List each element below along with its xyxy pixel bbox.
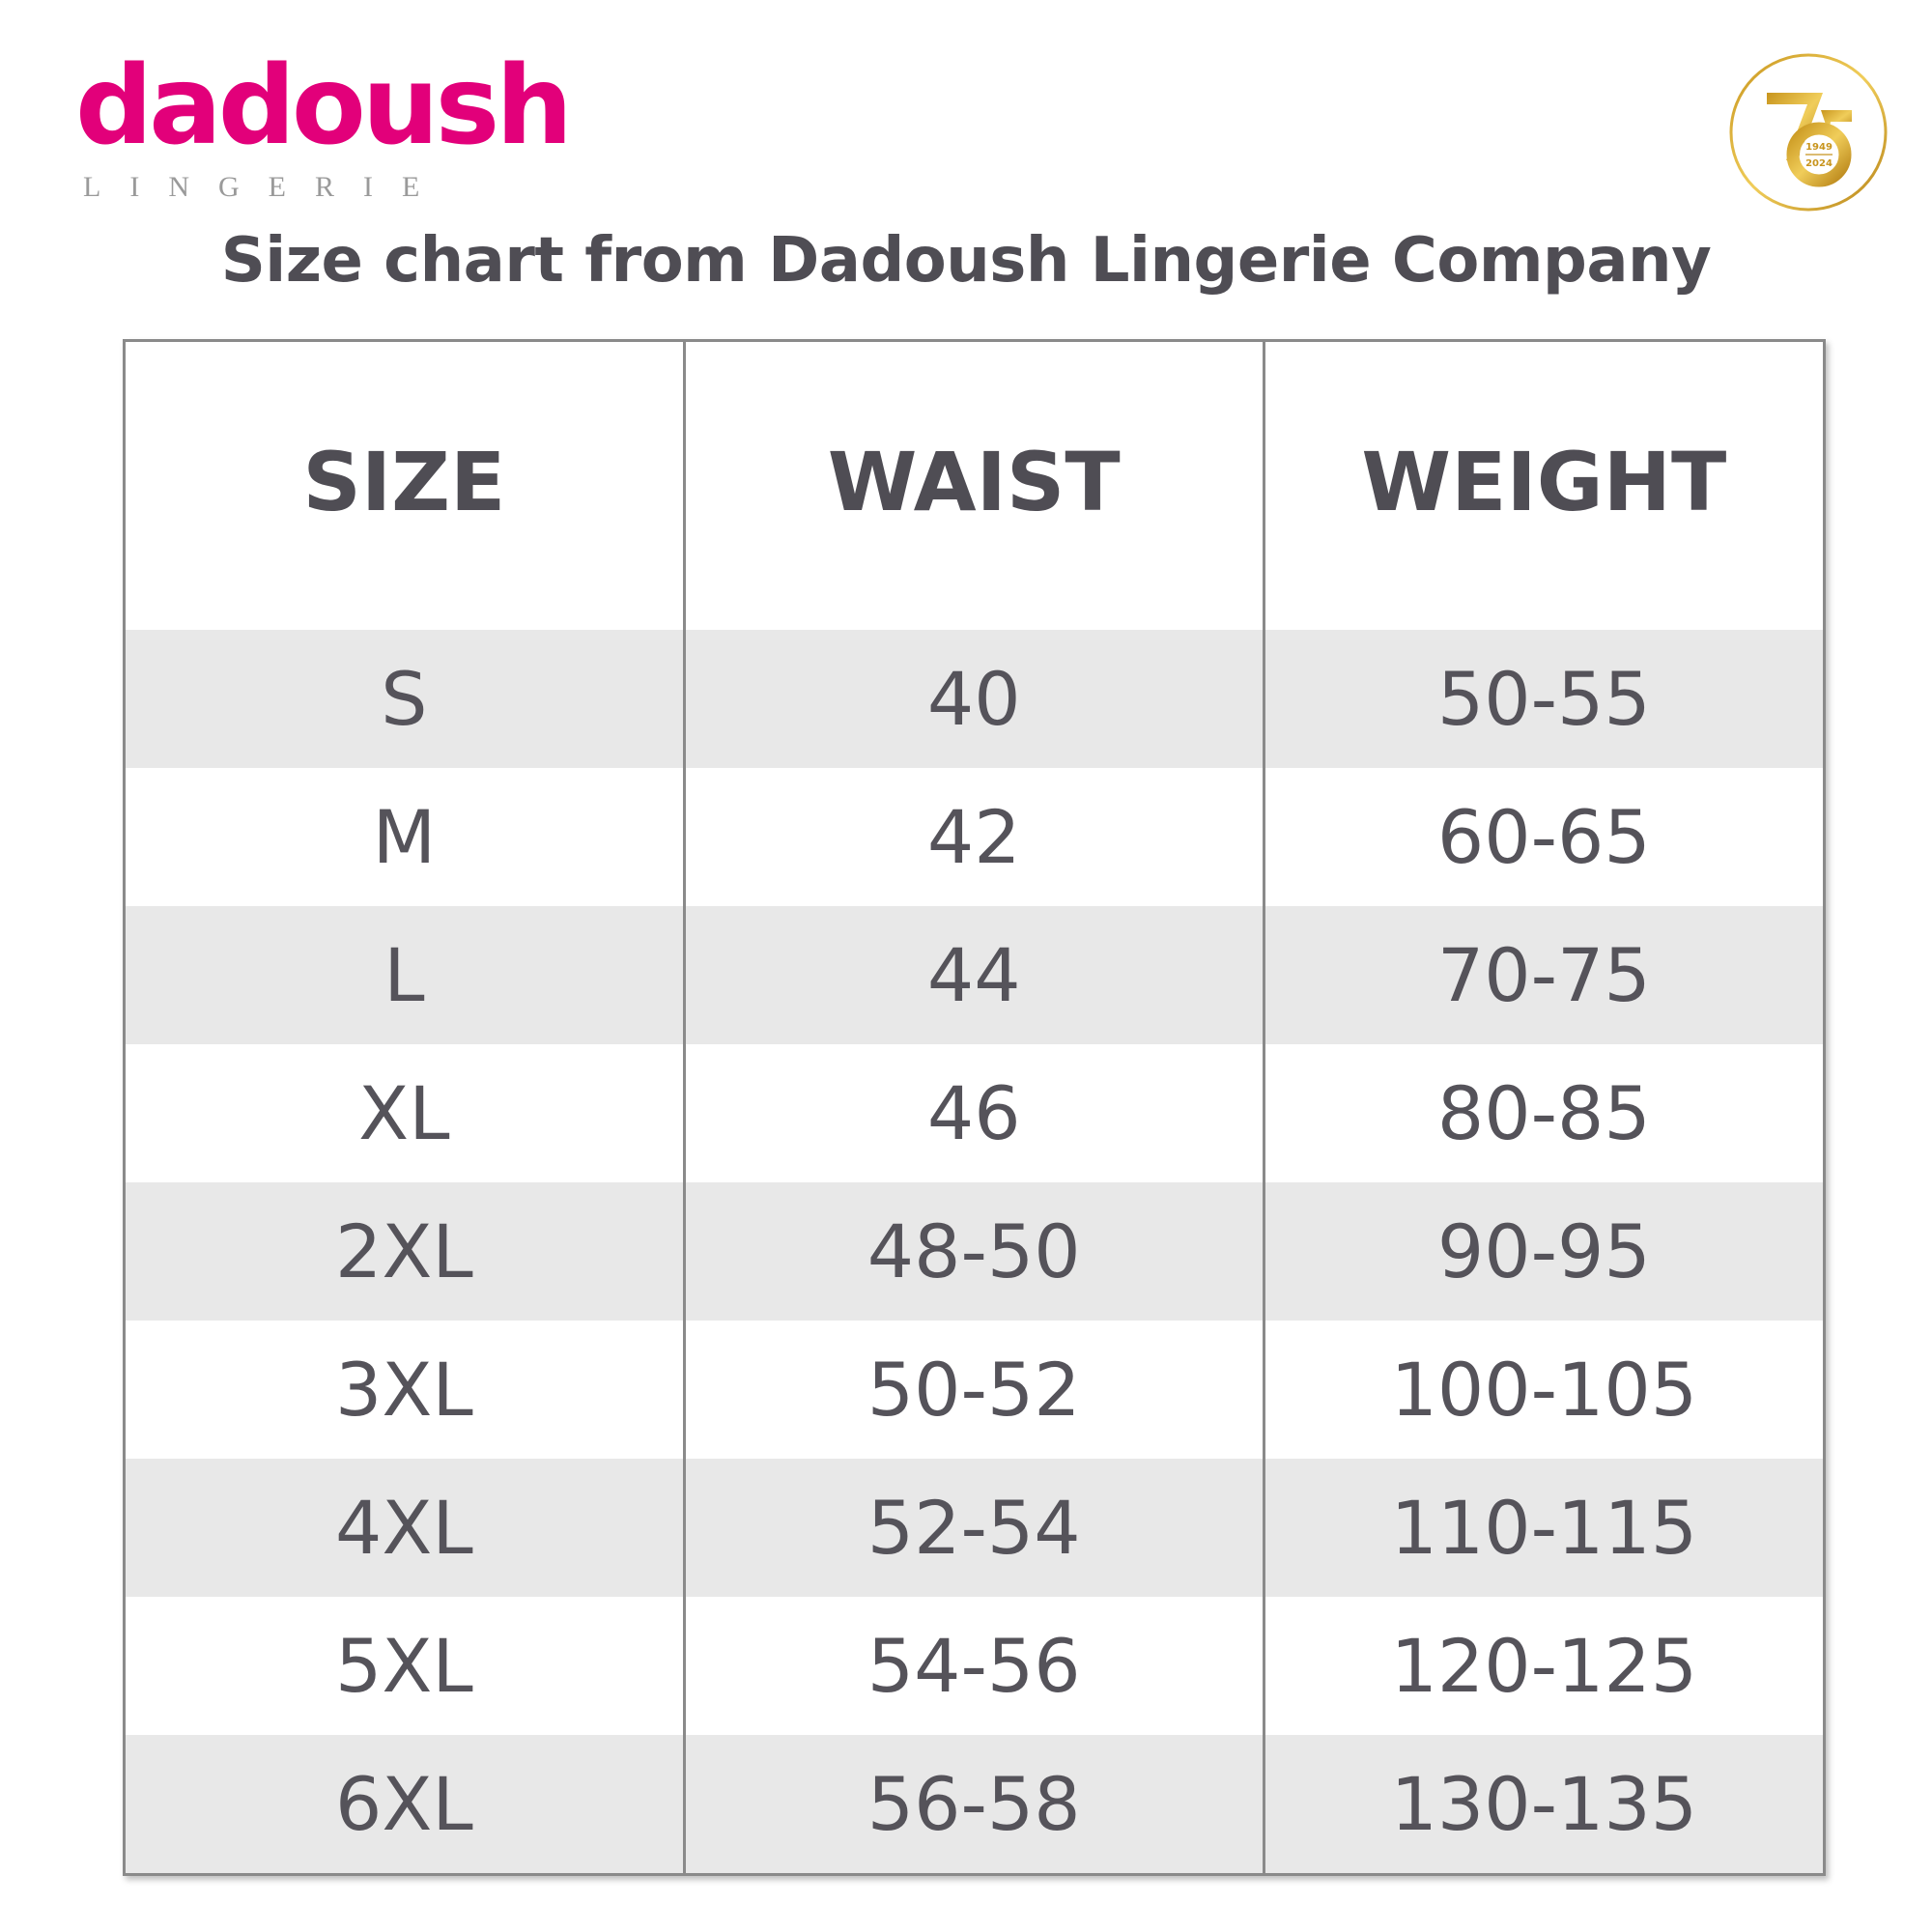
table-row: L 44 70-75 — [123, 906, 1825, 1044]
cell-waist: 54-56 — [682, 1597, 1264, 1735]
cell-weight: 50-55 — [1262, 630, 1825, 768]
page-title: Size chart from Dadoush Lingerie Company — [220, 225, 1712, 297]
table-row: S 40 50-55 — [123, 630, 1825, 768]
badge-year-end: 2024 — [1805, 158, 1833, 169]
cell-weight: 80-85 — [1262, 1044, 1825, 1182]
cell-size: XL — [123, 1044, 685, 1182]
cell-size: 4XL — [123, 1459, 685, 1597]
cell-weight: 60-65 — [1262, 768, 1825, 906]
cell-waist: 46 — [682, 1044, 1264, 1182]
cell-waist: 56-58 — [682, 1735, 1264, 1875]
table-row: M 42 60-65 — [123, 768, 1825, 906]
cell-waist: 40 — [682, 630, 1264, 768]
badge-year-start: 1949 — [1805, 142, 1833, 153]
cell-waist: 42 — [682, 768, 1264, 906]
size-table: SIZE WAIST WEIGHT S 40 50-55 M 42 60-65 L 44 70-… — [123, 339, 1826, 1876]
table-row: 3XL 50-52 100-105 — [123, 1321, 1825, 1459]
cell-weight: 130-135 — [1262, 1735, 1825, 1875]
table-row: 6XL 56-58 130-135 — [123, 1735, 1825, 1875]
cell-weight: 100-105 — [1262, 1321, 1825, 1459]
cell-size: M — [123, 768, 685, 906]
dadoush-logo: dadoush LINGERIE — [75, 43, 573, 205]
logo-subtitle: LINGERIE — [83, 170, 449, 203]
logo-brand: dadoush — [75, 43, 573, 169]
table-row: 5XL 54-56 120-125 — [123, 1597, 1825, 1735]
cell-weight: 70-75 — [1262, 906, 1825, 1044]
table-row: 2XL 48-50 90-95 — [123, 1182, 1825, 1321]
header-waist: WAIST — [682, 340, 1264, 630]
cell-waist: 48-50 — [682, 1182, 1264, 1321]
cell-waist: 44 — [682, 906, 1264, 1044]
anniversary-75-badge-icon: 1949 2024 — [1729, 53, 1888, 212]
header-row: SIZE WAIST WEIGHT — [123, 340, 1825, 630]
cell-weight: 120-125 — [1262, 1597, 1825, 1735]
header-size: SIZE — [123, 340, 685, 630]
cell-waist: 50-52 — [682, 1321, 1264, 1459]
badge-75-glyph — [1767, 93, 1852, 187]
table-row: 4XL 52-54 110-115 — [123, 1459, 1825, 1597]
header-weight: WEIGHT — [1262, 340, 1825, 630]
cell-size: S — [123, 630, 685, 768]
cell-weight: 110-115 — [1262, 1459, 1825, 1597]
cell-size: 2XL — [123, 1182, 685, 1321]
cell-size: 6XL — [123, 1735, 685, 1875]
table-row: XL 46 80-85 — [123, 1044, 1825, 1182]
cell-waist: 52-54 — [682, 1459, 1264, 1597]
cell-size: 3XL — [123, 1321, 685, 1459]
cell-size: 5XL — [123, 1597, 685, 1735]
cell-size: L — [123, 906, 685, 1044]
cell-weight: 90-95 — [1262, 1182, 1825, 1321]
